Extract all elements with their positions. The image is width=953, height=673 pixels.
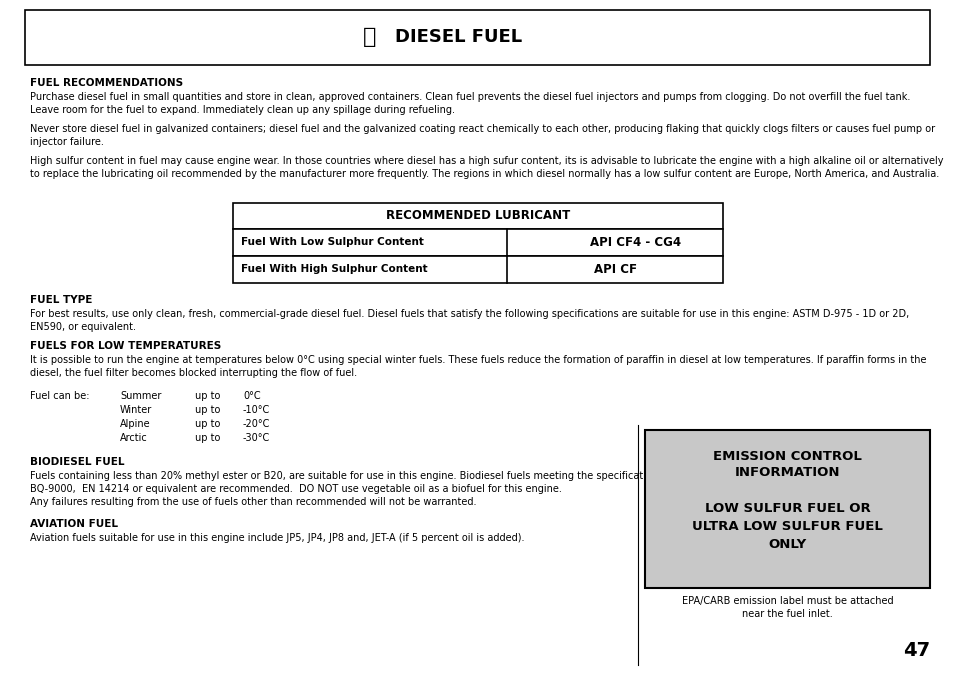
Text: up to: up to bbox=[194, 419, 220, 429]
Text: FUEL TYPE: FUEL TYPE bbox=[30, 295, 92, 305]
Bar bbox=[233, 203, 722, 229]
Text: up to: up to bbox=[194, 391, 220, 401]
Text: ⛽: ⛽ bbox=[363, 27, 376, 47]
Text: up to: up to bbox=[194, 433, 220, 443]
Text: ULTRA LOW SULFUR FUEL: ULTRA LOW SULFUR FUEL bbox=[691, 520, 882, 533]
Text: ONLY: ONLY bbox=[767, 538, 806, 551]
Text: EMISSION CONTROL: EMISSION CONTROL bbox=[712, 450, 861, 463]
Text: It is possible to run the engine at temperatures below 0°C using special winter : It is possible to run the engine at temp… bbox=[30, 355, 925, 378]
Text: FUEL RECOMMENDATIONS: FUEL RECOMMENDATIONS bbox=[30, 78, 183, 88]
Text: High sulfur content in fuel may cause engine wear. In those countries where dies: High sulfur content in fuel may cause en… bbox=[30, 156, 943, 179]
Text: For best results, use only clean, fresh, commercial-grade diesel fuel. Diesel fu: For best results, use only clean, fresh,… bbox=[30, 309, 908, 332]
Text: Fuel With Low Sulphur Content: Fuel With Low Sulphur Content bbox=[241, 238, 423, 248]
Text: 47: 47 bbox=[902, 641, 929, 660]
Text: BIODIESEL FUEL: BIODIESEL FUEL bbox=[30, 457, 125, 467]
Text: Purchase diesel fuel in small quantities and store in clean, approved containers: Purchase diesel fuel in small quantities… bbox=[30, 92, 909, 115]
Text: -30°C: -30°C bbox=[243, 433, 270, 443]
Text: Never store diesel fuel in galvanized containers; diesel fuel and the galvanized: Never store diesel fuel in galvanized co… bbox=[30, 124, 934, 147]
Text: RECOMMENDED LUBRICANT: RECOMMENDED LUBRICANT bbox=[385, 209, 570, 223]
Text: Alpine: Alpine bbox=[120, 419, 151, 429]
Text: Winter: Winter bbox=[120, 405, 152, 415]
Text: Aviation fuels suitable for use in this engine include JP5, JP4, JP8 and, JET-A : Aviation fuels suitable for use in this … bbox=[30, 533, 524, 543]
Bar bbox=[25, 10, 929, 65]
Text: Fuel With High Sulphur Content: Fuel With High Sulphur Content bbox=[241, 264, 427, 275]
Text: -10°C: -10°C bbox=[243, 405, 270, 415]
Text: -20°C: -20°C bbox=[243, 419, 270, 429]
Bar bbox=[233, 229, 722, 256]
Text: INFORMATION: INFORMATION bbox=[734, 466, 840, 479]
Text: DIESEL FUEL: DIESEL FUEL bbox=[395, 28, 521, 46]
Text: Fuel can be:: Fuel can be: bbox=[30, 391, 90, 401]
Text: Summer: Summer bbox=[120, 391, 161, 401]
Text: API CF4 - CG4: API CF4 - CG4 bbox=[589, 236, 680, 249]
Text: EPA/CARB emission label must be attached
near the fuel inlet.: EPA/CARB emission label must be attached… bbox=[681, 596, 892, 619]
Text: Arctic: Arctic bbox=[120, 433, 148, 443]
Text: FUELS FOR LOW TEMPERATURES: FUELS FOR LOW TEMPERATURES bbox=[30, 341, 221, 351]
Text: up to: up to bbox=[194, 405, 220, 415]
Text: Fuels containing less than 20% methyl ester or B20, are suitable for use in this: Fuels containing less than 20% methyl es… bbox=[30, 471, 670, 507]
Bar bbox=[644, 430, 929, 588]
Text: 0°C: 0°C bbox=[243, 391, 260, 401]
Bar bbox=[233, 256, 722, 283]
Text: API CF: API CF bbox=[593, 263, 636, 276]
Text: AVIATION FUEL: AVIATION FUEL bbox=[30, 519, 118, 529]
Text: LOW SULFUR FUEL OR: LOW SULFUR FUEL OR bbox=[704, 502, 869, 515]
